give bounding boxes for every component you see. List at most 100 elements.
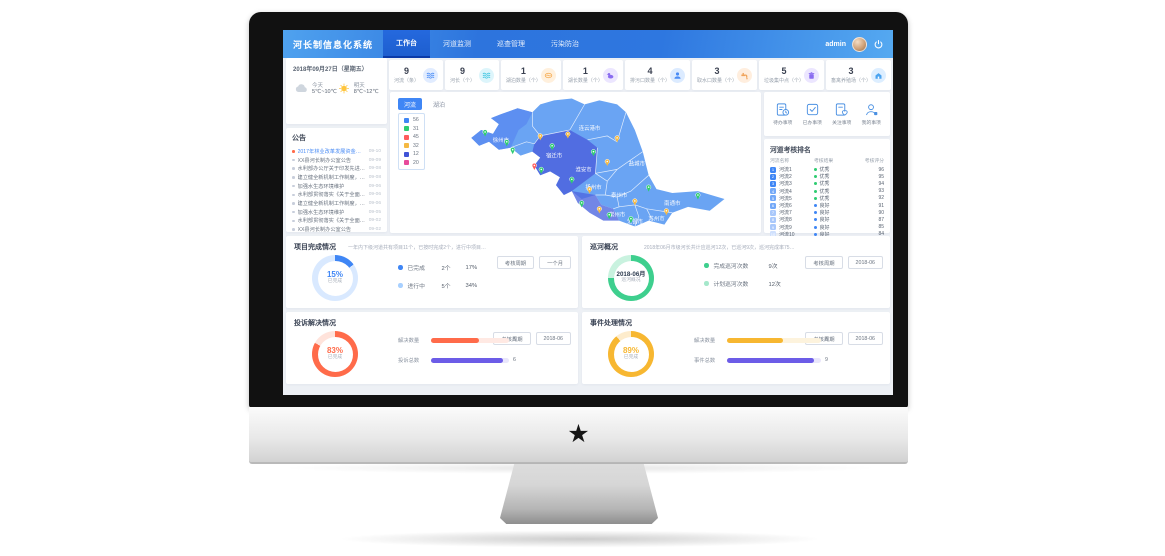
table-row[interactable]: 6 河流6 良好 91 bbox=[770, 202, 884, 209]
map-pin[interactable] bbox=[614, 135, 620, 143]
nav-tab[interactable]: 工作台 bbox=[383, 30, 430, 58]
stat-icon bbox=[478, 67, 494, 83]
panel-description: 一年内下级河道共有项目11个，已按时完成2个，进行中项目5个，未启动项目4个。 bbox=[348, 244, 486, 251]
bar-track bbox=[727, 337, 822, 343]
cycle-button[interactable]: 考核周期 bbox=[496, 256, 535, 269]
nav-tab[interactable]: 污染防治 bbox=[538, 30, 592, 58]
table-row[interactable]: 2 河流2 优秀 95 bbox=[770, 173, 884, 180]
table-row[interactable]: 7 河流7 良好 90 bbox=[770, 209, 884, 216]
table-row[interactable]: 4 河流4 优秀 93 bbox=[770, 188, 884, 195]
rank-badge: 8 bbox=[770, 216, 776, 223]
quick-action[interactable]: 我的事项 bbox=[862, 102, 881, 126]
table-row[interactable]: 10 河流10 良好 84 bbox=[770, 231, 884, 238]
weather-row: 今天 5℃~10℃ 明天 8℃~12℃ bbox=[293, 81, 380, 95]
map-tab[interactable]: 湖泊 bbox=[427, 98, 451, 110]
notice-text: XX县河长制办公室公告 bbox=[297, 227, 352, 234]
map-tab[interactable]: 河流 bbox=[398, 98, 423, 110]
map-pin[interactable] bbox=[596, 206, 602, 214]
result-text: 优秀 bbox=[819, 195, 830, 202]
complaint-bars: 解决数量 5 投诉总数 6 bbox=[398, 336, 516, 376]
notice-item[interactable]: 水利部贯彻落实《关于全面推行河长制 09-06 bbox=[292, 190, 381, 199]
stat-card[interactable]: 1 湖长数量（个） bbox=[562, 60, 623, 90]
map-legend-row: 20 bbox=[404, 160, 419, 166]
quick-actions-card: 待办事项 已办事项 关注事项 我的事项 bbox=[764, 92, 890, 136]
map-pin[interactable] bbox=[604, 159, 610, 167]
quick-action[interactable]: 已办事项 bbox=[803, 102, 822, 126]
table-row[interactable]: 8 河流8 良好 87 bbox=[770, 216, 884, 223]
notice-item[interactable]: 建立健全新机制工作制度，建立河长制 09-08 bbox=[292, 173, 381, 182]
period-button[interactable]: 2018-06 bbox=[847, 256, 883, 269]
user-avatar[interactable] bbox=[852, 36, 867, 52]
period-button[interactable]: 一个月 bbox=[539, 256, 571, 269]
score-value: 85 bbox=[878, 224, 884, 231]
notice-item[interactable]: 加强水生态环境维护 09-06 bbox=[292, 182, 381, 191]
legend-value: 31 bbox=[413, 125, 419, 132]
map-pin[interactable] bbox=[549, 143, 555, 151]
notice-item[interactable]: 2017年林业改革发展资金退耕还湿项目 09-10 bbox=[292, 147, 381, 156]
stat-card[interactable]: 1 湖泊数量（个） bbox=[500, 60, 561, 90]
logout-power-icon[interactable] bbox=[873, 39, 884, 50]
map-pin[interactable] bbox=[663, 208, 669, 216]
donut-sublabel: 已完成 bbox=[327, 355, 343, 361]
notice-text: 建立健全新机制工作制度，建立河长制 bbox=[297, 200, 366, 207]
notice-item[interactable]: XX县河长制办公室公告 09-02 bbox=[292, 225, 381, 234]
map-pin[interactable] bbox=[569, 176, 575, 184]
map-pin[interactable] bbox=[646, 184, 652, 192]
legend-dot-icon bbox=[398, 265, 403, 270]
notice-date: 09-02 bbox=[368, 218, 381, 224]
col-score: 考核评分 bbox=[864, 159, 884, 164]
stat-label: 河长（个） bbox=[449, 77, 475, 84]
stat-card[interactable]: 9 河流（条） bbox=[389, 60, 443, 90]
notice-item[interactable]: XX县河长制办公室公告 09-09 bbox=[292, 156, 381, 165]
table-row[interactable]: 1 河流1 优秀 96 bbox=[770, 166, 884, 173]
quick-action[interactable]: 待办事项 bbox=[773, 102, 792, 126]
stat-card[interactable]: 9 河长（个） bbox=[444, 60, 499, 90]
map-pin[interactable] bbox=[537, 133, 543, 141]
map-pin[interactable] bbox=[579, 200, 585, 208]
panel-title: 投诉解决情况 bbox=[294, 320, 336, 327]
table-row[interactable]: 9 河流9 良好 85 bbox=[770, 224, 884, 231]
result-dot-icon bbox=[814, 175, 817, 179]
map-pin[interactable] bbox=[606, 212, 612, 220]
stat-card[interactable]: 3 畜禽养殖场（个） bbox=[825, 60, 891, 90]
map-pin[interactable] bbox=[538, 166, 544, 174]
notice-item[interactable]: 加强水生态环境维护 09-05 bbox=[292, 208, 381, 217]
panel-description: 2018年06月市级河长共计应巡河12次，已巡河9次，巡河完成率75%。 bbox=[644, 244, 798, 251]
project-donut-chart: 15% 已完成 bbox=[312, 255, 358, 301]
stat-card[interactable]: 5 垃圾集中点（个） bbox=[758, 60, 824, 90]
period-button[interactable]: 2018-06 bbox=[535, 332, 571, 345]
map-pin[interactable] bbox=[590, 149, 596, 157]
stat-card[interactable]: 3 取水口数量（个） bbox=[691, 60, 757, 90]
map-pin[interactable] bbox=[628, 216, 634, 224]
table-row[interactable]: 3 河流3 优秀 94 bbox=[770, 180, 884, 187]
notice-item[interactable]: 建立健全新机制工作制度，建立河长制 09-06 bbox=[292, 199, 381, 208]
map-pin[interactable] bbox=[504, 139, 510, 147]
notice-item[interactable]: 水利部贯彻落实《关于全面推行河长制 09-02 bbox=[292, 217, 381, 226]
quick-action[interactable]: 关注事项 bbox=[832, 102, 851, 126]
table-row[interactable]: 5 河流5 优秀 92 bbox=[770, 195, 884, 202]
period-button[interactable]: 2018-06 bbox=[847, 332, 883, 345]
map-pin[interactable] bbox=[695, 192, 701, 200]
legend-value: 45 bbox=[413, 134, 419, 141]
nav-tab[interactable]: 巡查管理 bbox=[484, 30, 538, 58]
legend-color-swatch bbox=[404, 143, 409, 149]
map-pin[interactable] bbox=[510, 147, 516, 155]
map-pin[interactable] bbox=[482, 129, 488, 137]
map-legend-row: 12 bbox=[404, 151, 419, 157]
cycle-button[interactable]: 考核周期 bbox=[805, 256, 843, 269]
stat-card[interactable]: 4 排污口数量（个） bbox=[624, 60, 690, 90]
map-pin[interactable] bbox=[565, 131, 571, 139]
map-pin[interactable] bbox=[531, 162, 537, 170]
nav-tab[interactable]: 河道监测 bbox=[430, 30, 484, 58]
bullet-icon bbox=[292, 167, 295, 170]
col-result: 考核结果 bbox=[814, 159, 834, 164]
rank-badge: 1 bbox=[770, 166, 776, 173]
score-value: 87 bbox=[878, 216, 884, 223]
notice-date: 09-08 bbox=[368, 174, 381, 180]
map-pin[interactable] bbox=[587, 186, 593, 194]
notice-text: 建立健全新机制工作制度，建立河长制 bbox=[297, 174, 366, 181]
quick-action-icon bbox=[864, 102, 879, 117]
map-pin[interactable] bbox=[632, 198, 638, 206]
notice-item[interactable]: 水利部办公厅关于印发先进名单的通知 09-08 bbox=[292, 164, 381, 173]
